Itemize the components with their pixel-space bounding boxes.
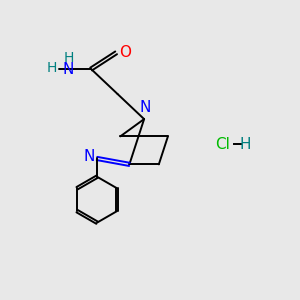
Text: N: N [62,61,74,76]
Text: N: N [83,149,95,164]
Text: H: H [240,136,251,152]
Text: H: H [64,51,74,65]
Text: N: N [140,100,151,115]
Text: O: O [119,45,131,60]
Text: H: H [47,61,57,75]
Text: Cl: Cl [215,136,230,152]
